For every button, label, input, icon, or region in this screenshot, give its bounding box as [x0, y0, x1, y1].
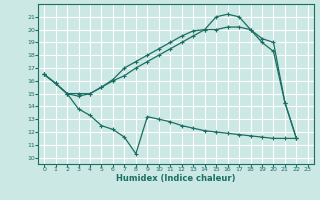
X-axis label: Humidex (Indice chaleur): Humidex (Indice chaleur)	[116, 174, 236, 183]
